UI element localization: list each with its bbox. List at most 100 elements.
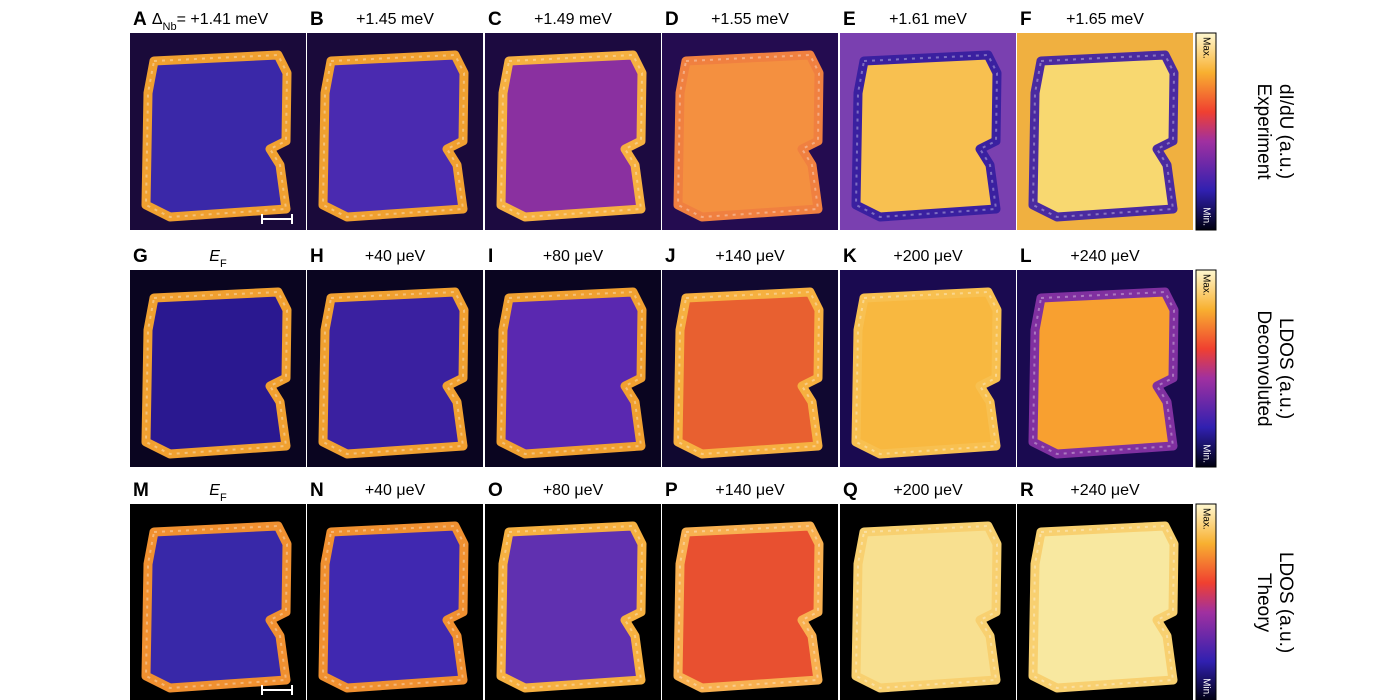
panel	[1017, 270, 1193, 467]
panel-letter: H	[310, 246, 324, 267]
panel-label: +40 μeV	[365, 248, 426, 265]
panel	[1017, 504, 1193, 700]
panel-letter: Q	[843, 480, 858, 501]
panel-label: +1.55 meV	[711, 11, 789, 28]
label-part: = +1.41 meV	[177, 11, 269, 28]
label-part: +140 μeV	[715, 248, 785, 265]
panel-letter: R	[1020, 480, 1034, 501]
panel-image-ring	[318, 521, 469, 693]
panel-letter: A	[133, 9, 147, 30]
panel-image-inner	[499, 53, 644, 219]
label-part: +200 μeV	[893, 248, 963, 265]
scale-bar	[261, 214, 293, 224]
panel-image-ring	[673, 521, 824, 693]
panel-letter: E	[843, 9, 856, 30]
panel-image-inner	[321, 53, 466, 219]
panel-image-inner	[1031, 53, 1176, 219]
panel-image-inner	[144, 53, 289, 219]
panel	[485, 33, 661, 230]
panel-image-ring	[673, 50, 824, 222]
panel-letter: N	[310, 480, 324, 501]
panel-label: ΔNb= +1.41 meV	[152, 11, 269, 33]
label-part: E	[209, 248, 220, 265]
panel-image-inner	[854, 53, 999, 219]
label-part: Nb	[163, 21, 177, 33]
panel-label: +1.65 meV	[1066, 11, 1144, 28]
label-part: E	[209, 482, 220, 499]
panel-image-inner	[144, 290, 289, 456]
panel-label: +140 μeV	[715, 248, 785, 265]
panel-label: +80 μeV	[543, 482, 604, 499]
panel-image-inner	[1031, 524, 1176, 690]
row-title: LDOS (a.u.)	[1275, 318, 1296, 419]
row-title: dI/dU (a.u.)	[1275, 84, 1296, 179]
panel	[662, 33, 838, 230]
panel-letter: J	[665, 246, 676, 267]
label-part: +80 μeV	[543, 248, 604, 265]
panel-label: +40 μeV	[365, 482, 426, 499]
panel-image-ring	[141, 50, 292, 222]
panel-image-inner	[144, 524, 289, 690]
label-part: +1.61 meV	[889, 11, 967, 28]
panel-label: +1.45 meV	[356, 11, 434, 28]
label-part: +40 μeV	[365, 248, 426, 265]
panel-image-ring	[318, 50, 469, 222]
panel-label: +80 μeV	[543, 248, 604, 265]
panel-image-ring	[851, 287, 1002, 459]
label-part: +40 μeV	[365, 482, 426, 499]
panel	[130, 504, 306, 700]
panel-letter: D	[665, 9, 679, 30]
panel-image-inner	[499, 290, 644, 456]
panel-letter: C	[488, 9, 502, 30]
row-title: Experiment	[1253, 83, 1274, 180]
panel-label: EF	[209, 482, 227, 504]
colorbar-max: Max.	[1200, 274, 1211, 296]
colorbar-min: Min.	[1200, 207, 1211, 226]
panel-image-inner	[321, 290, 466, 456]
label-part: +240 μeV	[1070, 248, 1140, 265]
colorbar	[1195, 32, 1217, 231]
panel	[130, 33, 306, 230]
panel-letter: K	[843, 246, 857, 267]
panel	[130, 270, 306, 467]
panel-image-ring	[851, 50, 1002, 222]
panel-letter: B	[310, 9, 324, 30]
panel-letter: M	[133, 480, 149, 501]
panel-letter: O	[488, 480, 503, 501]
scale-bar	[261, 685, 293, 695]
panel	[485, 270, 661, 467]
panel-image-ring	[1028, 287, 1179, 459]
panel-image-ring	[851, 521, 1002, 693]
panel-letter: I	[488, 246, 493, 267]
panel-image-inner	[676, 524, 821, 690]
label-part: +140 μeV	[715, 482, 785, 499]
row-title: Deconvoluted	[1253, 310, 1274, 426]
panel-image-ring	[496, 521, 647, 693]
panel-label: +1.61 meV	[889, 11, 967, 28]
label-part: +80 μeV	[543, 482, 604, 499]
panel	[662, 270, 838, 467]
panel-image-ring	[1028, 521, 1179, 693]
panel-letter: P	[665, 480, 678, 501]
label-part: F	[220, 258, 227, 270]
panel-image-inner	[1031, 290, 1176, 456]
panel-image-inner	[854, 524, 999, 690]
panel-label: +200 μeV	[893, 482, 963, 499]
colorbar-max: Max.	[1200, 37, 1211, 59]
panel-label: +200 μeV	[893, 248, 963, 265]
label-part: +1.45 meV	[356, 11, 434, 28]
panel	[840, 270, 1016, 467]
panel-label: +240 μeV	[1070, 248, 1140, 265]
label-part: +240 μeV	[1070, 482, 1140, 499]
panel-image-inner	[676, 53, 821, 219]
panel	[662, 504, 838, 700]
label-part: F	[220, 492, 227, 504]
label-part: +1.65 meV	[1066, 11, 1144, 28]
colorbar-min: Min.	[1200, 444, 1211, 463]
panel-label: +140 μeV	[715, 482, 785, 499]
panel-image-ring	[496, 50, 647, 222]
label-part: +1.49 meV	[534, 11, 612, 28]
panel-image-inner	[854, 290, 999, 456]
panel-image-inner	[499, 524, 644, 690]
